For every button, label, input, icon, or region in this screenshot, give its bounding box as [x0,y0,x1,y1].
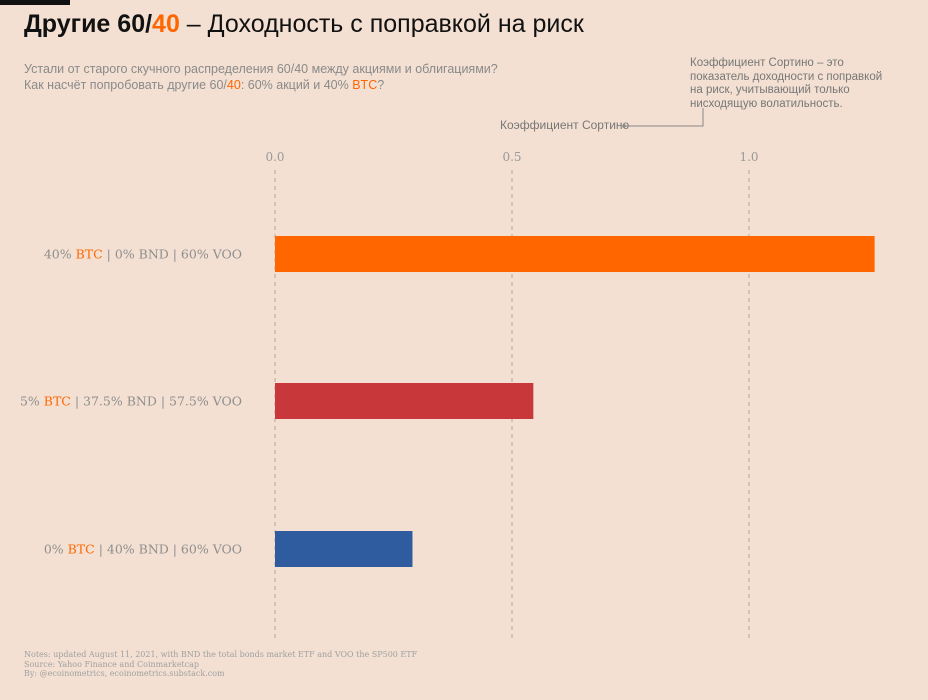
category-label: 40% BTC | 0% BND | 60% VOO [44,247,242,262]
category-label-post: | 0% BND | 60% VOO [102,246,242,262]
subtitle-line2-a: Как насчёт попробовать другие 60/ [24,78,227,92]
category-label: 5% BTC | 37.5% BND | 57.5% VOO [20,394,242,409]
title-part2: – Доходность с поправкой на риск [179,10,584,38]
footer-source: Source: Yahoo Finance and Coinmarketcap [24,659,200,669]
annotation-connector [622,108,704,128]
bars [275,236,875,567]
title-part1: Другие 60/ [24,10,153,38]
category-label-btc: BTC [75,246,103,262]
bar [275,531,413,567]
bar [275,236,875,272]
annotation-line [624,108,704,127]
annotation-dot [622,124,626,128]
category-label-pre: 5% [19,393,44,409]
subtitle-accent-40: 40 [226,78,241,92]
subtitle-accent-btc: BTC [352,78,378,92]
title-accent: 40 [152,10,180,38]
subtitle-line2: Как насчёт попробовать другие 60/40: 60%… [24,77,498,93]
category-label-post: | 40% BND | 60% VOO [94,541,242,557]
x-tick-labels: 0.0 0.5 1.0 [265,150,758,164]
sortino-label: Коэффициент Сортино [500,118,630,132]
bar [275,383,534,419]
chart-subtitle: Устали от старого скучного распределения… [24,61,498,93]
category-label-post: | 37.5% BND | 57.5% VOO [70,393,242,409]
subtitle-line1: Устали от старого скучного распределения… [24,62,498,76]
x-tick-label: 1.0 [739,150,758,164]
category-label-pre: 40% [43,246,76,262]
category-label: 0% BTC | 40% BND | 60% VOO [44,542,242,557]
footer: Notes: updated August 11, 2021, with BND… [24,650,417,679]
footer-notes: Notes: updated August 11, 2021, with BND… [24,650,418,659]
subtitle-line2-c: ? [377,78,385,92]
category-label-pre: 0% [43,541,68,557]
chart-title: Другие 60/40 – Доходность с поправкой на… [24,10,584,39]
footer-by: By: @ecoinometrics, ecoinometrics.substa… [24,669,225,678]
sortino-note: Коэффициент Сортино – это показатель дох… [690,57,883,110]
category-label-btc: BTC [67,541,95,557]
x-tick-label: 0.5 [502,150,521,164]
x-tick-label: 0.0 [265,150,284,164]
subtitle-line2-b: : 60% акций и 40% [240,78,353,92]
category-label-btc: BTC [43,393,71,409]
top-accent-bar [0,0,70,5]
